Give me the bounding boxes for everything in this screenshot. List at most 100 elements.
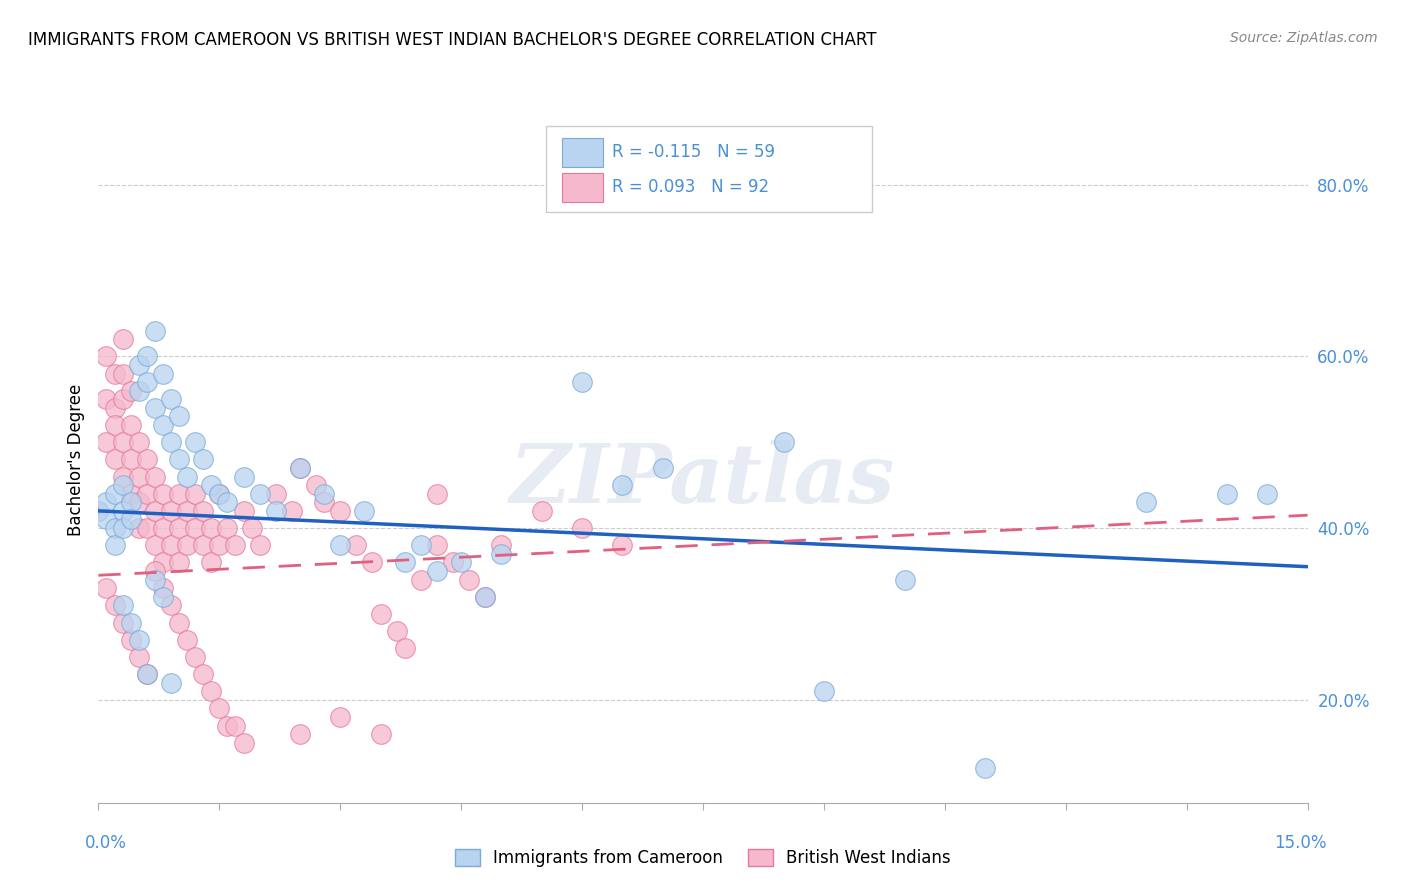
Point [474,590,496,604]
Point [152,521,174,535]
Point [143,564,166,578]
Point [651,461,673,475]
Point [120,417,142,433]
Point [128,632,150,647]
Point [426,487,449,501]
Point [103,599,125,613]
Point [143,504,166,518]
Point [491,538,513,552]
Point [160,435,183,450]
Point [409,538,432,552]
Point [96,435,118,450]
Point [103,487,125,501]
Point [167,487,190,501]
Point [111,435,134,450]
Point [111,367,134,381]
Point [217,718,239,732]
Point [111,478,134,492]
Point [120,615,142,630]
Point [264,487,287,501]
Point [160,504,183,518]
Point [160,392,183,407]
Point [167,452,190,467]
Point [135,667,157,681]
Point [143,469,166,483]
Point [208,701,231,715]
Point [176,469,198,483]
Point [813,684,835,698]
Point [200,478,222,492]
Point [160,675,183,690]
Point [176,504,198,518]
Point [135,452,157,467]
Point [111,599,134,613]
Point [128,384,150,398]
Point [128,469,150,483]
FancyBboxPatch shape [561,138,603,167]
Text: 15.0%: 15.0% [1274,834,1327,852]
Point [96,392,118,407]
Point [370,607,392,621]
Text: 0.0%: 0.0% [84,834,127,852]
Point [281,504,304,518]
Point [128,435,150,450]
Point [893,573,915,587]
Point [385,624,408,639]
Point [612,538,634,552]
Point [111,615,134,630]
Point [249,487,271,501]
Point [193,452,215,467]
Point [111,332,134,346]
Point [217,521,239,535]
Point [152,367,174,381]
Point [394,641,416,656]
Point [353,504,375,518]
Point [143,573,166,587]
Point [184,649,207,664]
Point [974,761,997,775]
Text: ZIPatlas: ZIPatlas [510,440,896,520]
Point [135,521,157,535]
Point [120,384,142,398]
Point [1256,487,1278,501]
Point [87,504,110,518]
Legend: Immigrants from Cameroon, British West Indians: Immigrants from Cameroon, British West I… [449,842,957,873]
Point [96,512,118,526]
Point [128,495,150,509]
Point [111,521,134,535]
Point [135,667,157,681]
Point [200,555,222,570]
Text: R = -0.115   N = 59: R = -0.115 N = 59 [612,144,775,161]
Point [772,435,794,450]
Point [103,417,125,433]
Point [128,358,150,372]
Point [143,324,166,338]
Point [160,599,183,613]
Point [193,538,215,552]
Point [176,538,198,552]
Point [111,504,134,518]
Point [143,538,166,552]
Text: R = 0.093   N = 92: R = 0.093 N = 92 [612,178,769,196]
Point [450,555,472,570]
Point [426,564,449,578]
Point [224,718,246,732]
Point [329,538,352,552]
Text: IMMIGRANTS FROM CAMEROON VS BRITISH WEST INDIAN BACHELOR'S DEGREE CORRELATION CH: IMMIGRANTS FROM CAMEROON VS BRITISH WEST… [28,31,876,49]
Point [1135,495,1157,509]
Point [329,710,352,724]
Point [329,504,352,518]
Point [120,495,142,509]
Point [103,401,125,415]
Point [120,487,142,501]
Point [103,367,125,381]
Point [103,521,125,535]
Point [409,573,432,587]
Point [152,417,174,433]
Point [426,538,449,552]
Point [167,555,190,570]
Point [103,538,125,552]
Point [96,350,118,364]
Point [152,590,174,604]
Point [152,555,174,570]
